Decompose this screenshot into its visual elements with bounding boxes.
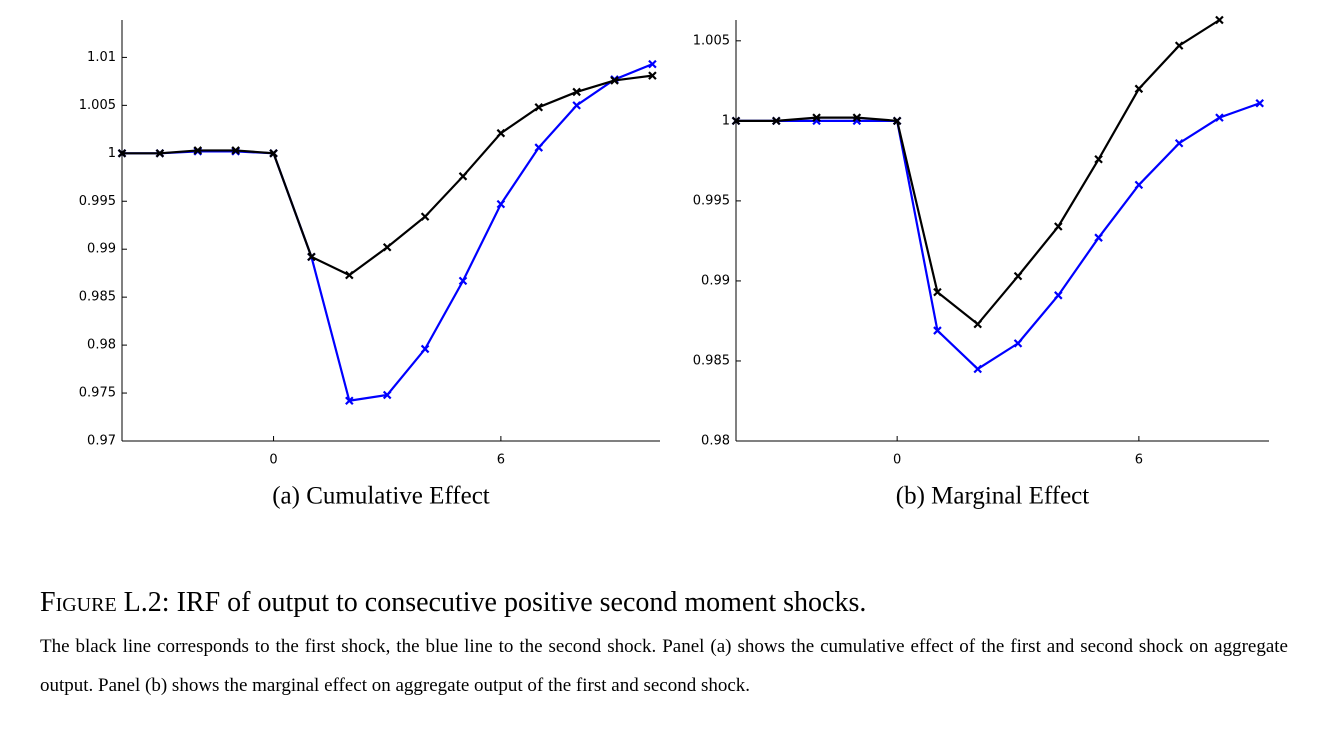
caption-heading: IRF of output to consecutive positive se… <box>176 587 867 618</box>
point-marker <box>345 270 354 280</box>
point-marker <box>269 149 278 158</box>
point-marker <box>496 199 506 209</box>
y-tick-label: 0.98 <box>701 434 730 449</box>
point-marker <box>648 71 657 80</box>
y-tick-label: 1 <box>722 113 730 128</box>
point-marker <box>1134 84 1144 94</box>
point-marker <box>231 146 240 155</box>
series-line <box>122 63 653 402</box>
x-tick-label: 6 <box>497 453 505 468</box>
point-marker <box>1215 113 1224 122</box>
point-marker <box>973 364 983 374</box>
panel-title: (b) Marginal Effect <box>896 483 1089 510</box>
y-tick-label: 0.975 <box>79 386 116 401</box>
point-marker <box>345 396 354 405</box>
point-marker <box>420 344 430 354</box>
point-marker <box>1094 233 1103 242</box>
point-marker <box>307 252 316 262</box>
point-marker <box>193 146 203 155</box>
point-marker <box>572 101 581 110</box>
point-marker <box>933 287 942 297</box>
x-tick-label: 0 <box>893 453 901 468</box>
point-marker <box>892 116 902 126</box>
y-tick-label: 0.97 <box>87 434 116 449</box>
point-marker <box>1255 98 1265 108</box>
y-tick-label: 1 <box>108 146 116 161</box>
point-marker <box>1013 339 1023 348</box>
point-marker <box>852 113 862 122</box>
panel-title: (a) Cumulative Effect <box>272 483 490 510</box>
y-tick-label: 0.985 <box>79 290 116 305</box>
point-marker <box>117 149 127 158</box>
point-marker <box>973 319 983 329</box>
figure: 0.97 0.975 0.98 0.985 0.99 0.995 1 1.005 1.01 0 6 (… <box>79 15 1269 510</box>
point-marker <box>1054 222 1063 231</box>
point-marker <box>572 87 581 97</box>
point-marker <box>1054 291 1063 300</box>
series-line <box>736 19 1221 326</box>
point-marker <box>1094 154 1103 164</box>
point-marker <box>420 212 430 221</box>
y-tick-label: 0.985 <box>693 353 730 368</box>
point-marker <box>933 326 942 335</box>
series-line <box>736 102 1261 371</box>
y-tick-label: 0.99 <box>87 242 116 257</box>
point-marker <box>458 172 468 181</box>
point-marker <box>1134 180 1144 190</box>
caption-label: Figure L.2: <box>40 587 170 618</box>
point-marker <box>382 390 392 400</box>
point-marker <box>648 59 657 69</box>
point-marker <box>382 243 392 252</box>
point-marker <box>1174 138 1184 148</box>
caption-title: Figure L.2: IRF of output to consecutive… <box>40 587 866 619</box>
point-marker <box>610 76 619 85</box>
y-tick-label: 0.99 <box>701 273 730 288</box>
y-tick-label: 0.98 <box>87 338 116 353</box>
point-marker <box>1013 271 1023 281</box>
y-tick-label: 0.995 <box>79 194 116 209</box>
point-marker <box>534 102 544 112</box>
series-line <box>122 74 653 277</box>
y-tick-label: 1.01 <box>87 50 116 65</box>
point-marker <box>458 276 468 286</box>
caption-text: The black line corresponds to the first … <box>40 636 1288 696</box>
point-marker <box>1174 41 1184 50</box>
point-marker <box>155 149 165 158</box>
y-tick-label: 1.005 <box>693 33 730 48</box>
x-tick-label: 0 <box>269 453 277 468</box>
point-marker <box>496 128 506 138</box>
point-marker <box>1215 15 1224 25</box>
point-marker <box>731 116 741 126</box>
y-tick-label: 1.005 <box>79 98 116 113</box>
y-tick-label: 0.995 <box>693 193 730 208</box>
point-marker <box>534 143 544 152</box>
point-marker <box>772 116 781 126</box>
x-tick-label: 6 <box>1135 453 1143 468</box>
point-marker <box>812 113 821 122</box>
